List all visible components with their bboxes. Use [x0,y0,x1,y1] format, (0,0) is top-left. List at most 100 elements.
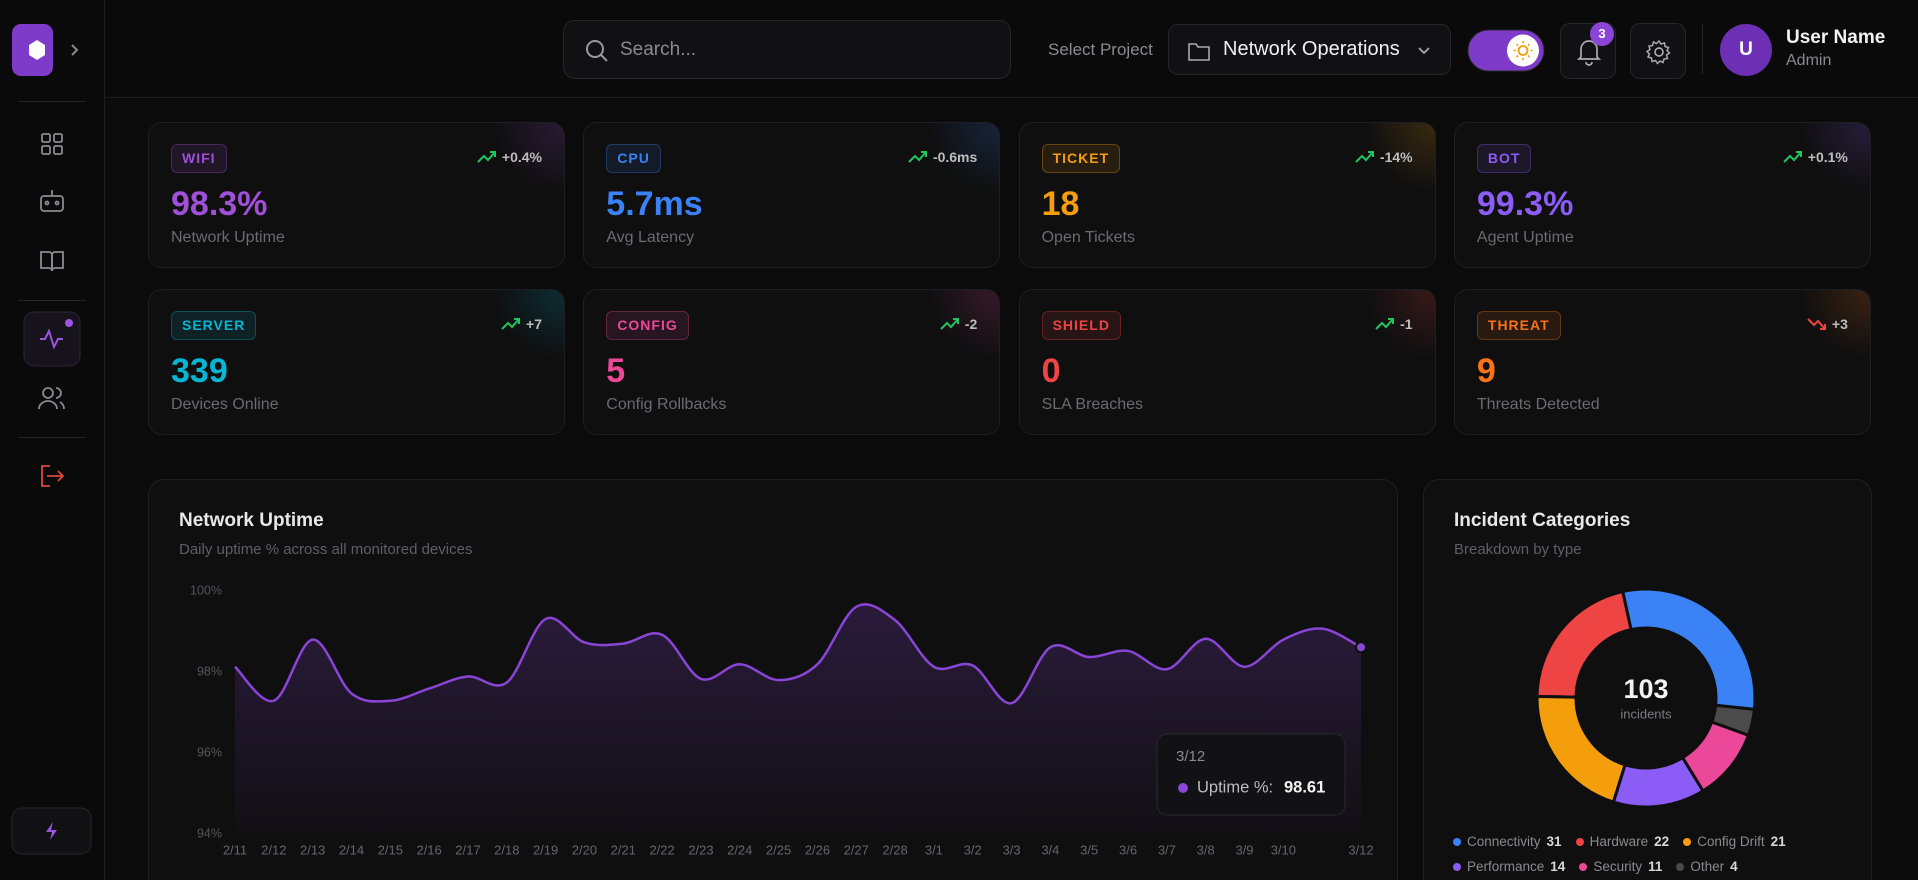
kpi-label: Open Tickets [1042,229,1135,247]
x-tick-label: 2/20 [572,842,597,857]
kpi-card: CPU 5.7ms Avg Latency -0.6ms [583,122,1000,268]
x-tick-label: 2/19 [533,842,558,857]
kpi-delta-text: +0.1% [1808,149,1848,165]
legend-name: Connectivity [1467,834,1541,849]
legend-swatch [1683,838,1691,846]
kpi-tag: SERVER [171,311,256,340]
x-tick-label: 3/8 [1197,842,1215,857]
kpi-card: SHIELD0SLA Breaches-1 [1019,289,1436,435]
legend-value: 21 [1771,834,1786,849]
y-tick-label: 100% [190,583,222,597]
kpi-label: Config Rollbacks [606,396,726,414]
kpi-delta: +0.1% [1783,149,1848,165]
kpi-card: CONFIG 5 Config Rollbacks -2 [583,289,1000,435]
x-tick-label: 3/4 [1041,842,1059,857]
kpi-delta: +3 [1807,316,1848,332]
x-tick-label: 2/15 [378,842,403,857]
kpi-delta: +0.4% [477,149,542,165]
x-tick-label: 2/23 [688,842,713,857]
x-tick-label: 3/7 [1158,842,1176,857]
legend-swatch [1453,838,1461,846]
legend-item: Other 4 [1676,859,1737,874]
kpi-delta: -0.6ms [908,149,977,165]
tooltip-value: 98.61 [1284,778,1325,796]
legend-item: Hardware 22 [1576,834,1670,849]
legend-name: Security [1593,859,1642,874]
donut-segment [1537,592,1631,698]
kpi-tag: THREAT [1477,311,1561,340]
legend-name: Hardware [1590,834,1649,849]
x-tick-label: 2/24 [727,842,752,857]
trend-icon [908,150,928,164]
kpi-card: SERVER339Devices Online+7 [148,289,565,435]
kpi-value: 5 [606,352,625,391]
kpi-tag: CPU [606,144,661,173]
x-tick-label: 2/17 [455,842,480,857]
x-tick-label: 3/1 [925,842,943,857]
legend-swatch [1576,838,1584,846]
kpi-tag: CONFIG [606,311,688,340]
kpi-label: Threats Detected [1477,396,1600,414]
donut-center-label: incidents [1620,706,1672,721]
y-tick-label: 96% [197,745,222,759]
kpi-value: 98.3% [171,185,267,224]
kpi-label: Avg Latency [606,229,694,247]
legend-value: 31 [1547,834,1562,849]
x-tick-label: 2/13 [300,842,325,857]
legend-item: Config Drift 21 [1683,834,1786,849]
kpi-card: BOT99.3%Agent Uptime+0.1% [1454,122,1871,268]
kpi-delta-text: -14% [1380,149,1413,165]
kpi-tag: SHIELD [1042,311,1121,340]
kpi-value: 99.3% [1477,185,1573,224]
kpi-delta: -2 [940,316,977,332]
kpi-label: Devices Online [171,396,279,414]
trend-icon [501,317,521,331]
x-tick-label: 2/25 [766,842,791,857]
legend-swatch [1453,863,1461,871]
kpi-tag: TICKET [1042,144,1121,173]
y-tick-label: 98% [197,664,222,678]
kpi-value: 9 [1477,352,1496,391]
trend-icon [940,317,960,331]
kpi-card: WIFI98.3%Network Uptime+0.4% [148,122,565,268]
kpi-card: THREAT 9 Threats Detected +3 [1454,289,1871,435]
legend-name: Other [1690,859,1724,874]
x-tick-label: 2/26 [805,842,830,857]
legend-value: 22 [1654,834,1669,849]
kpi-delta: -14% [1355,149,1413,165]
x-tick-label: 2/18 [494,842,519,857]
kpi-delta-text: -2 [965,316,977,332]
kpi-label: Agent Uptime [1477,229,1574,247]
tooltip-label: Uptime %: [1197,778,1273,796]
legend-name: Config Drift [1697,834,1765,849]
kpi-delta-text: -0.6ms [933,149,977,165]
kpi-label: Network Uptime [171,229,285,247]
donut-segment [1537,697,1625,802]
legend-value: 14 [1550,859,1565,874]
legend-value: 4 [1730,859,1738,874]
legend-item: Performance14 [1453,859,1565,874]
legend: Connectivity 31 Hardware 22 Config Drift 21 Pe… [1453,834,1833,874]
x-tick-label: 3/10 [1271,842,1296,857]
x-tick-label: 2/21 [611,842,636,857]
kpi-delta: +7 [501,316,542,332]
trend-icon [1807,317,1827,331]
kpi-delta-text: +0.4% [502,149,542,165]
donut-total: 103 [1623,674,1668,704]
x-tick-label: 3/12 [1348,842,1373,857]
y-tick-label: 94% [197,826,222,840]
kpi-value: 5.7ms [606,185,702,224]
kpi-delta-text: -1 [1400,316,1412,332]
trend-icon [1355,150,1375,164]
kpi-delta: -1 [1375,316,1412,332]
active-point [1356,642,1366,652]
x-tick-label: 3/2 [964,842,982,857]
legend-swatch [1676,863,1684,871]
kpi-label: SLA Breaches [1042,396,1143,414]
tooltip-swatch [1178,783,1188,793]
x-tick-label: 2/22 [649,842,674,857]
legend-item: Security11 [1579,859,1662,874]
x-tick-label: 3/5 [1080,842,1098,857]
x-tick-label: 3/9 [1235,842,1253,857]
